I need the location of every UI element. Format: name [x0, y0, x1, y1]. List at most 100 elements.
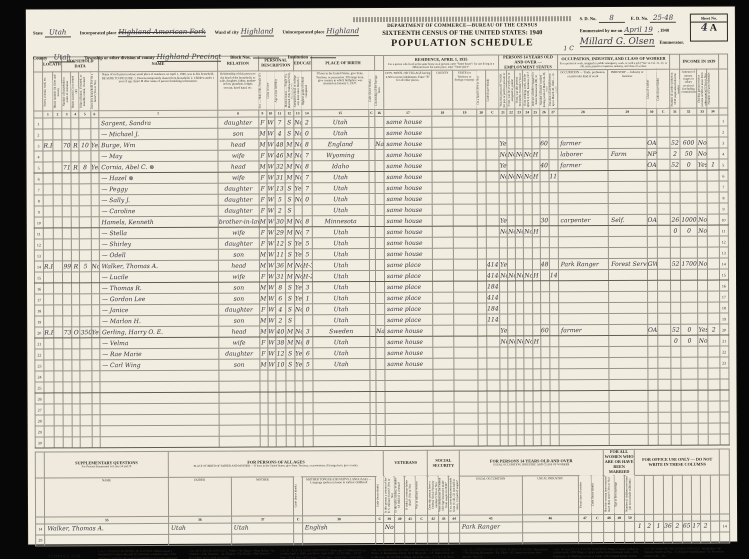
- cell: [80, 371, 92, 383]
- cell: [557, 192, 609, 205]
- cell: [557, 170, 609, 183]
- cell: [433, 413, 454, 425]
- column-header: Was this person AT WORK for pay or profi…: [498, 70, 508, 110]
- cell: M: [258, 249, 268, 261]
- cell: No: [523, 226, 532, 238]
- column-header: [681, 474, 692, 514]
- cell: [303, 436, 314, 448]
- cell: [697, 236, 708, 248]
- column-header: Duration of unemployment up to March 30,…: [548, 70, 558, 110]
- cell: [532, 347, 541, 359]
- cell: 8: [34, 195, 44, 207]
- cell: [532, 292, 541, 304]
- cell: 46: [274, 150, 285, 162]
- fine-print-strip: [352, 16, 572, 23]
- cell: [671, 423, 682, 435]
- cell: 0: [680, 225, 698, 237]
- cell: [624, 521, 636, 533]
- cell: [433, 292, 454, 304]
- cell: W: [266, 161, 275, 173]
- cell: Yes: [499, 325, 509, 337]
- cell: [523, 259, 532, 271]
- cell: [531, 215, 540, 227]
- cell: — May: [98, 150, 219, 163]
- cell: [524, 358, 533, 370]
- cell: [507, 160, 516, 172]
- cell: [62, 173, 72, 185]
- cell: [302, 205, 313, 217]
- cell: [80, 349, 92, 361]
- cell: [375, 248, 385, 261]
- cell: [657, 214, 671, 226]
- column-header: Citizenship of the foreign born: [374, 70, 384, 111]
- cell: [485, 127, 500, 139]
- cell: head: [218, 326, 260, 338]
- cell: Yes: [294, 249, 303, 261]
- cell: — Marlon H.: [99, 315, 219, 328]
- cell: [43, 272, 54, 284]
- cell: [231, 533, 295, 545]
- cell: No: [294, 227, 303, 239]
- cell: [548, 204, 559, 216]
- cell: W: [267, 315, 276, 327]
- cell: Yes: [499, 160, 508, 172]
- cell: [53, 206, 63, 218]
- cell: [499, 182, 508, 194]
- cell: No: [507, 226, 516, 238]
- cell: S: [285, 304, 295, 316]
- cell: [507, 182, 516, 194]
- cell: M: [259, 282, 268, 294]
- cell: 12: [275, 238, 286, 250]
- cell: [433, 424, 454, 436]
- cell: [539, 204, 549, 216]
- cell: [376, 435, 386, 448]
- cell: farmer: [558, 324, 610, 337]
- column-number: [663, 513, 673, 521]
- header-fields-left: State Utah Incorporated place Highland Ame…: [33, 11, 360, 63]
- cell: 12: [275, 348, 286, 360]
- cell: [486, 193, 500, 205]
- cell: [524, 303, 533, 315]
- cell: F: [258, 238, 267, 250]
- cell: [507, 138, 516, 150]
- cell: [515, 281, 524, 293]
- cell: [90, 250, 100, 262]
- header-field-line-2: County Utah Township or other division of…: [33, 45, 351, 64]
- column-group-note: For a person who lived in the same house…: [388, 62, 495, 69]
- cell: [540, 347, 550, 359]
- cell: [647, 280, 658, 292]
- sheet-number-label: Sheet No.: [690, 14, 727, 23]
- cell: [549, 237, 559, 249]
- cell: [91, 272, 100, 284]
- cell: [681, 423, 699, 435]
- cell: F: [258, 150, 267, 162]
- cell: S: [285, 315, 295, 327]
- enumeration-date-line: Enumerated by me on April 19 , 1940: [580, 26, 686, 35]
- cell: M: [259, 293, 268, 305]
- cell: [540, 424, 550, 436]
- cell: [43, 217, 54, 229]
- cell: 29: [35, 534, 46, 546]
- cell: [680, 302, 698, 314]
- column-number: [653, 513, 664, 521]
- cell: [670, 203, 681, 215]
- cell: [523, 193, 532, 205]
- cell: W: [266, 249, 276, 261]
- cell: [524, 435, 533, 447]
- cell: daughter: [218, 205, 259, 217]
- cell: 4146: [486, 270, 500, 282]
- cell: [681, 368, 699, 380]
- column-number: 49: [614, 514, 625, 522]
- cell: [680, 280, 698, 292]
- cell: [558, 412, 610, 425]
- cell: [531, 248, 541, 260]
- cell: [91, 305, 100, 317]
- column-number: 42: [427, 514, 439, 522]
- cell: [657, 368, 671, 380]
- cell: [259, 403, 268, 415]
- cell: farmer: [557, 137, 609, 150]
- cell: OA: [647, 324, 658, 336]
- sheet-number-handwritten: 4: [700, 22, 708, 34]
- cell: [531, 237, 540, 249]
- cell: [532, 402, 541, 414]
